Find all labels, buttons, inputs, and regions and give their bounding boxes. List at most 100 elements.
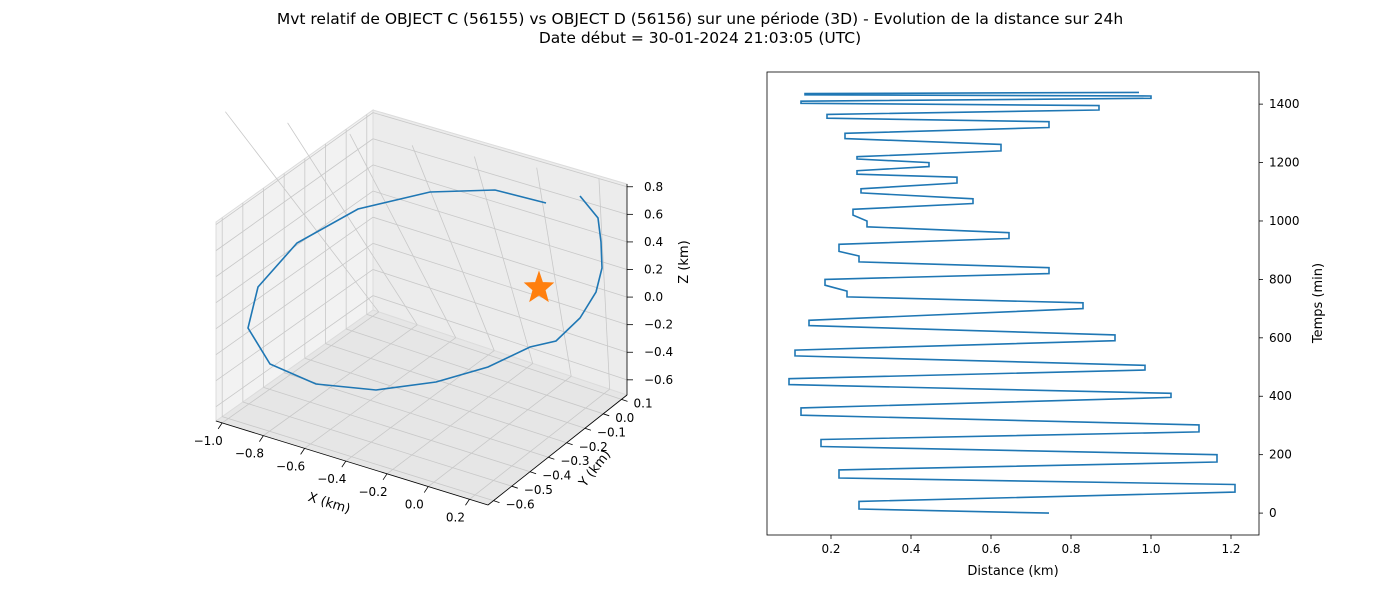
grid-y-floor-0 [366, 314, 622, 400]
grid-z-left-7 [215, 295, 374, 408]
y2-tick-label-7: 1400 [1269, 97, 1300, 111]
grid-z-right-3 [372, 190, 628, 270]
x-tick-label-6: 0.2 [446, 510, 465, 524]
chart-title-line2: Date début = 30-01-2024 21:03:05 (UTC) [538, 29, 862, 47]
orbit-line [247, 189, 603, 391]
x2-tick-label-5: 1.2 [1221, 542, 1240, 556]
y-axis-label-2d: Temps (min) [1311, 263, 1326, 344]
grid-x-floor-4 [386, 363, 533, 475]
grid-z-left-2 [215, 164, 374, 277]
ticks-3d: −1.0−0.8−0.6−0.4−0.20.00.20.10.0−0.1−0.2… [194, 180, 674, 525]
x-tick-label-1: −0.8 [235, 447, 264, 461]
y2-tick-label-2: 400 [1269, 389, 1292, 403]
y-tick-label-4: −0.3 [560, 454, 589, 468]
x-tick-5 [423, 486, 429, 493]
grid-x-wall-3 [411, 145, 495, 351]
ticks-2d: 0.2 0.4 0.6 0.8 1.0 1.2 0 200 400 600 800 1000 1200 1… [821, 97, 1299, 556]
x2-tick-label-4: 1.0 [1141, 542, 1160, 556]
grid-z-right-6 [372, 269, 628, 353]
x-tick-2 [300, 448, 305, 455]
grid-y-floor-2 [325, 343, 586, 429]
y2-tick-label-5: 1000 [1269, 214, 1300, 228]
distance-line [788, 91, 1236, 514]
origin-star-marker [523, 270, 555, 303]
grid-3d [215, 111, 628, 502]
y-tick-label-1: 0.0 [615, 411, 634, 425]
grid-x-floor-6 [469, 388, 610, 500]
z-tick-label-2: 0.4 [644, 235, 663, 249]
y-tick-2 [584, 427, 592, 431]
z-tick-label-5: −0.2 [644, 318, 673, 332]
grid-x-wall-6 [598, 178, 611, 390]
z-tick-label-3: 0.2 [644, 263, 663, 277]
grid-x-floor-2 [304, 337, 456, 449]
x-tick-3 [341, 460, 347, 468]
y-tick-label-0: 0.1 [634, 396, 653, 410]
grid-z-left-1 [215, 138, 374, 251]
grid-x-wall-1 [287, 122, 418, 326]
y-tick-4 [548, 456, 555, 460]
plot-frame [766, 71, 1260, 536]
grid-z-right-4 [372, 216, 628, 298]
y-tick-6 [511, 485, 518, 489]
y-axis-line [487, 394, 628, 506]
x-axis-line [215, 420, 489, 506]
x-tick-label-4: −0.2 [358, 485, 387, 499]
z-tick-label-0: 0.8 [644, 180, 663, 194]
y-tick-1 [603, 413, 610, 417]
grid-z-right-0 [372, 112, 628, 188]
grid-z-left-0 [215, 112, 374, 225]
grid-z-right-2 [372, 164, 628, 243]
grid-z-right-7 [372, 295, 628, 381]
grid-y-floor-6 [242, 401, 512, 487]
chart-title-line1: Mvt relatif de OBJECT C (56155) vs OBJEC… [276, 10, 1124, 28]
x2-tick-label-1: 0.4 [901, 542, 920, 556]
y2-tick-label-4: 800 [1269, 272, 1292, 286]
y-tick-label-3: −0.2 [579, 440, 608, 454]
grid-z-left-5 [215, 243, 374, 355]
grid-x-floor-1 [263, 324, 418, 436]
y-tick-0 [621, 398, 628, 402]
y-tick-5 [529, 471, 537, 475]
grid-x-floor-3 [345, 350, 495, 462]
z-tick-label-1: 0.6 [644, 207, 663, 221]
x2-tick-label-2: 0.6 [981, 542, 1000, 556]
grid-x-floor-0 [221, 311, 380, 424]
x-tick-label-3: −0.4 [317, 472, 346, 486]
y2-tick-label-6: 1200 [1269, 156, 1300, 170]
x-tick-6 [465, 499, 470, 506]
z-tick-label-4: 0.0 [644, 290, 663, 304]
plot-3d: −1.0−0.8−0.6−0.4−0.20.00.20.10.0−0.1−0.2… [194, 109, 692, 525]
y-tick-3 [566, 442, 573, 446]
y-tick-label-7: −0.6 [505, 498, 534, 512]
y2-tick-label-3: 600 [1269, 331, 1292, 345]
x2-tick-label-0: 0.2 [821, 542, 840, 556]
x-tick-label-0: −1.0 [194, 434, 223, 448]
y-tick-label-5: −0.4 [542, 469, 571, 483]
grid-y-floor-7 [222, 416, 494, 502]
y2-tick-label-0: 0 [1269, 506, 1277, 520]
x-tick-1 [259, 435, 264, 442]
grid-x-floor-5 [427, 376, 572, 487]
x-tick-label-5: 0.0 [405, 498, 424, 512]
y-tick-7 [493, 500, 500, 504]
plot-2d: 0.2 0.4 0.6 0.8 1.0 1.2 0 200 400 600 800 1000 1200 1… [766, 71, 1326, 579]
grid-x-wall-2 [349, 133, 457, 338]
x-axis-label: X (km) [306, 490, 352, 517]
y-tick-label-6: −0.5 [524, 483, 553, 497]
grid-x-wall-0 [225, 111, 380, 313]
grid-y-floor-5 [263, 387, 531, 473]
z-tick-label-6: −0.4 [644, 345, 673, 359]
z-axis-label: Z (km) [677, 240, 692, 283]
z-tick-label-7: −0.6 [644, 373, 673, 387]
x-tick-label-2: −0.6 [276, 459, 305, 473]
y2-tick-label-1: 200 [1269, 448, 1292, 462]
x-axis-label-2d: Distance (km) [967, 564, 1058, 579]
x-tick-0 [217, 422, 223, 430]
grid-y-floor-4 [284, 372, 549, 458]
x2-tick-label-3: 0.8 [1061, 542, 1080, 556]
y-tick-label-2: −0.1 [597, 425, 626, 439]
x-tick-4 [382, 473, 388, 481]
grid-z-left-6 [215, 269, 374, 382]
